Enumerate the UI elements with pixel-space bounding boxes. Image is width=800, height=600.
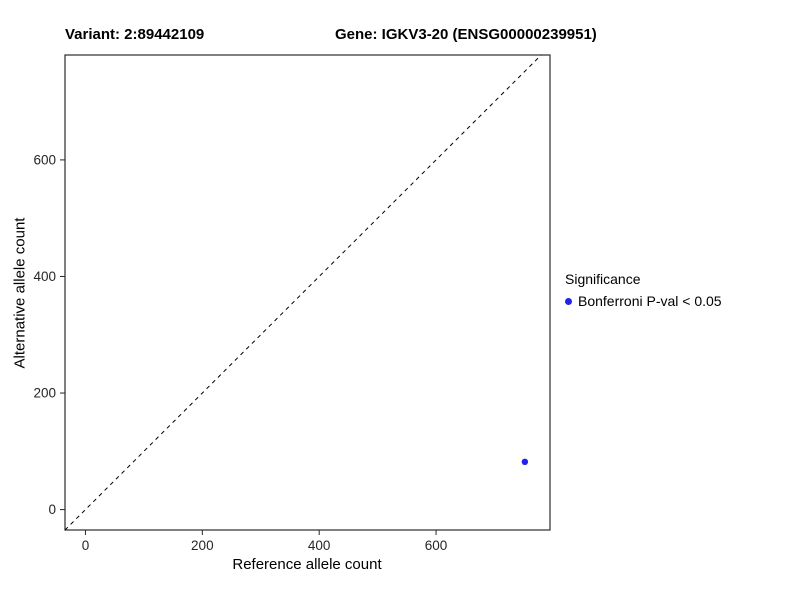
x-tick-label: 600 — [425, 538, 448, 553]
panel-border — [64, 54, 551, 531]
y-tick-label: 600 — [33, 152, 56, 167]
legend: Significance Bonferroni P-val < 0.05 — [565, 271, 722, 309]
y-axis-label: Alternative allele count — [11, 217, 29, 369]
legend-entry: Bonferroni P-val < 0.05 — [565, 293, 722, 309]
legend-title: Significance — [565, 271, 641, 287]
x-tick-label: 200 — [191, 538, 214, 553]
y-tick-label: 0 — [48, 502, 56, 517]
plot-title-gene: Gene: IGKV3-20 (ENSG00000239951) — [335, 26, 597, 43]
legend-point-icon — [565, 297, 572, 305]
y-tick-label: 200 — [33, 386, 56, 401]
y-tick-label: 400 — [33, 269, 56, 284]
x-tick-label: 400 — [308, 538, 331, 553]
data-point — [521, 458, 529, 466]
x-axis-label: Reference allele count — [232, 556, 382, 573]
legend-entry-label: Bonferroni P-val < 0.05 — [578, 293, 722, 309]
identity-reference-line — [64, 54, 542, 531]
x-tick-label: 0 — [82, 538, 90, 553]
plot-title-variant: Variant: 2:89442109 — [65, 26, 205, 43]
